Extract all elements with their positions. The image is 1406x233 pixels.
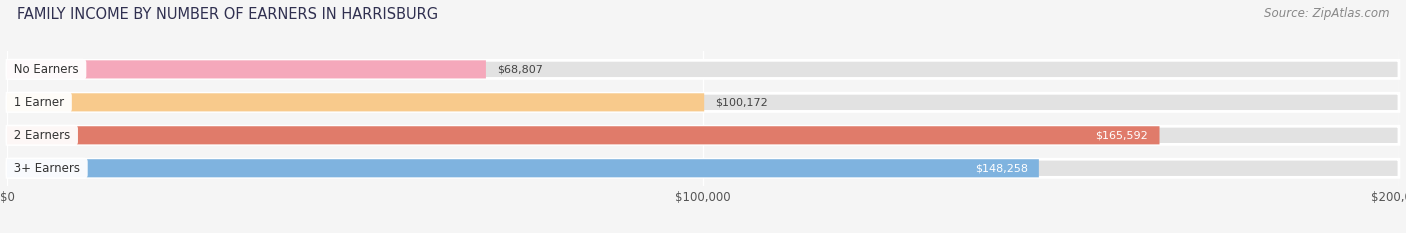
FancyBboxPatch shape <box>7 126 1399 144</box>
Text: 3+ Earners: 3+ Earners <box>10 162 83 175</box>
Text: 2 Earners: 2 Earners <box>10 129 73 142</box>
FancyBboxPatch shape <box>7 159 1039 177</box>
Text: No Earners: No Earners <box>10 63 82 76</box>
Text: Source: ZipAtlas.com: Source: ZipAtlas.com <box>1264 7 1389 20</box>
Text: FAMILY INCOME BY NUMBER OF EARNERS IN HARRISBURG: FAMILY INCOME BY NUMBER OF EARNERS IN HA… <box>17 7 439 22</box>
FancyBboxPatch shape <box>7 93 704 111</box>
Text: 1 Earner: 1 Earner <box>10 96 67 109</box>
FancyBboxPatch shape <box>7 159 1399 177</box>
FancyBboxPatch shape <box>7 60 1399 79</box>
FancyBboxPatch shape <box>7 93 1399 111</box>
Text: $68,807: $68,807 <box>498 64 543 74</box>
FancyBboxPatch shape <box>7 60 486 79</box>
Text: $148,258: $148,258 <box>974 163 1028 173</box>
Text: $100,172: $100,172 <box>716 97 768 107</box>
Text: $165,592: $165,592 <box>1095 130 1149 140</box>
FancyBboxPatch shape <box>7 126 1160 144</box>
